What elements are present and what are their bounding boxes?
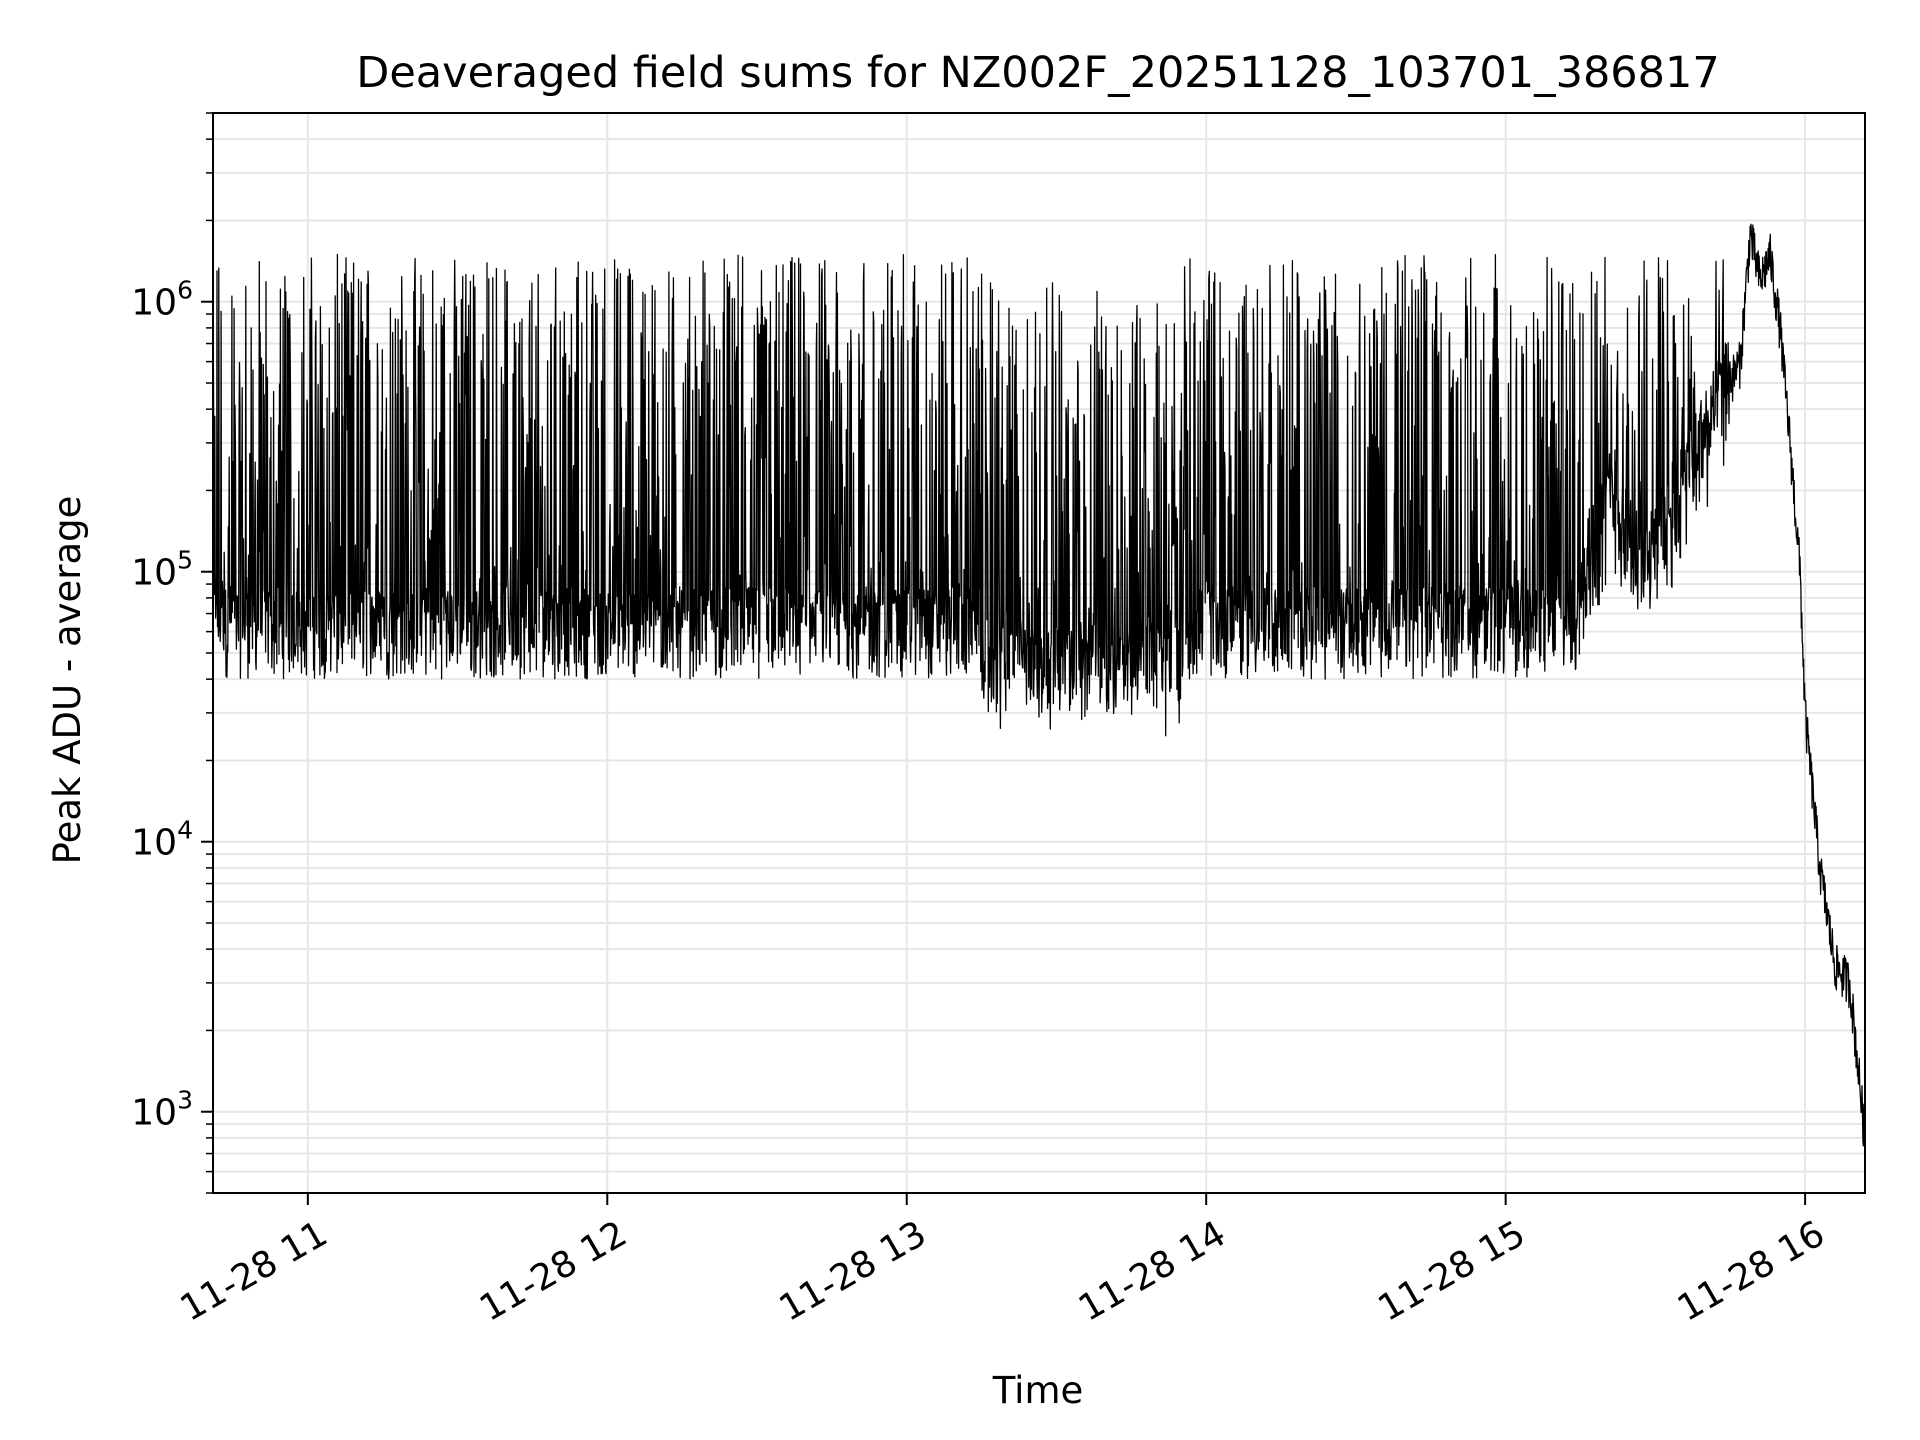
- chart-title: Deaveraged field sums for NZ002F_2025112…: [356, 48, 1720, 98]
- data-series-line: [212, 223, 1866, 1147]
- grid: [213, 112, 1865, 1194]
- plot-area: [212, 223, 1866, 1147]
- x-axis-label: Time: [992, 1369, 1084, 1412]
- y-axis-label: Peak ADU - average: [46, 496, 89, 865]
